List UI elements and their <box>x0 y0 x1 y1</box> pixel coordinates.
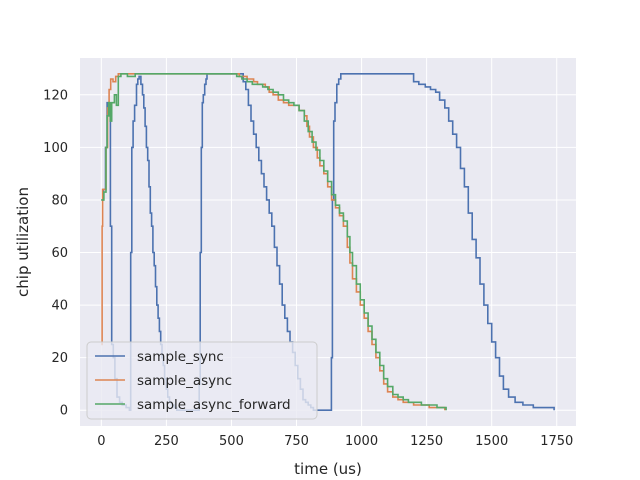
y-tick-label: 40 <box>51 299 68 314</box>
y-tick-label: 60 <box>51 246 68 261</box>
x-tick-label: 1250 <box>410 434 443 449</box>
x-tick-label: 1750 <box>540 434 573 449</box>
x-tick-label: 0 <box>97 434 105 449</box>
x-axis-ticks: 0 250 500 750 1000 1250 1500 1750 <box>97 434 573 449</box>
y-axis-ticks: 0 20 40 60 80 100 120 <box>43 88 68 418</box>
x-tick-label: 250 <box>154 434 179 449</box>
series-line-sample-sync <box>101 73 555 411</box>
legend-box <box>86 341 318 420</box>
x-axis-label: time (us) <box>294 460 362 478</box>
x-tick-label: 1500 <box>475 434 508 449</box>
y-tick-label: 120 <box>43 88 68 103</box>
y-tick-label: 100 <box>43 141 68 156</box>
y-axis-label: chip utilization <box>14 187 32 297</box>
legend: sample_sync sample_async sample_async_forw… <box>86 341 318 420</box>
legend-entry: sample_async <box>137 373 232 389</box>
series-lines <box>101 73 555 411</box>
y-tick-label: 80 <box>51 193 68 208</box>
legend-entry: sample_async_forward <box>137 397 291 413</box>
legend-entry: sample_sync <box>137 349 224 365</box>
x-tick-label: 500 <box>219 434 244 449</box>
x-tick-label: 1000 <box>345 434 378 449</box>
x-tick-label: 750 <box>284 434 309 449</box>
y-tick-label: 0 <box>60 404 68 419</box>
series-line-sample-async-forward <box>101 73 447 411</box>
y-tick-label: 20 <box>51 351 68 366</box>
